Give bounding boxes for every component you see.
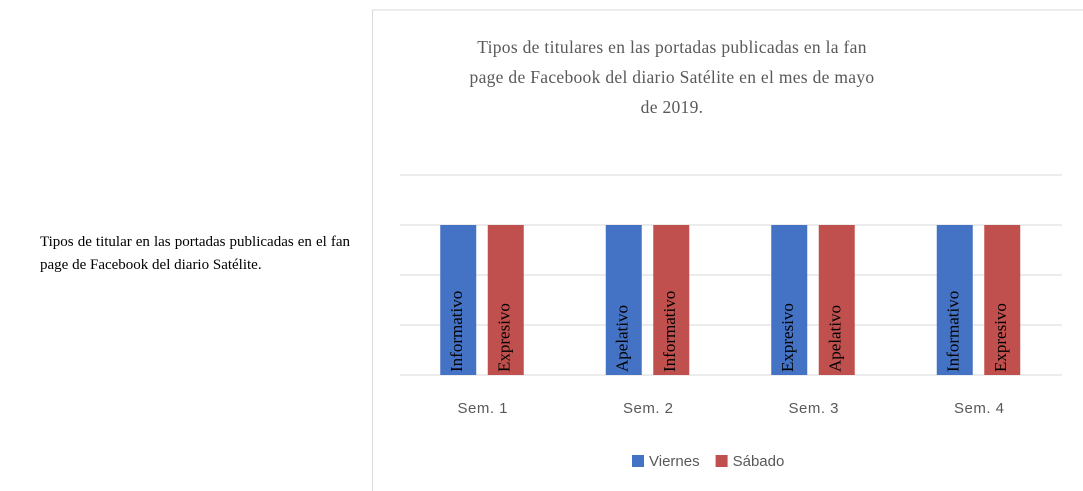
bar-label: Informativo [660, 291, 679, 372]
bar [771, 225, 808, 375]
x-tick-label: Sem. 2 [623, 400, 674, 417]
bar-label: Expresivo [778, 303, 797, 372]
bar [936, 225, 973, 375]
bar [984, 225, 1021, 375]
legend-label: Viernes [649, 453, 700, 470]
bar-label: Informativo [447, 291, 466, 372]
caption: Tipos de titular en las portadas publica… [40, 234, 350, 273]
x-tick-label: Sem. 4 [954, 400, 1005, 417]
chart-title: Tipos de titulares en las portadas publi… [469, 37, 875, 117]
x-tick-label: Sem. 3 [788, 400, 839, 417]
bar-label: Apelativo [826, 305, 845, 372]
legend-swatch [632, 455, 644, 467]
bar [440, 225, 477, 375]
legend-label: Sábado [733, 453, 785, 470]
bar [605, 225, 642, 375]
x-tick-label: Sem. 1 [457, 400, 508, 417]
bar [818, 225, 855, 375]
bar-label: Expresivo [495, 303, 514, 372]
bar-label: Informativo [944, 291, 963, 372]
bar-label: Expresivo [991, 303, 1010, 372]
bar [487, 225, 524, 375]
bar-label: Apelativo [613, 305, 632, 372]
bar [653, 225, 690, 375]
legend-swatch [715, 455, 728, 467]
